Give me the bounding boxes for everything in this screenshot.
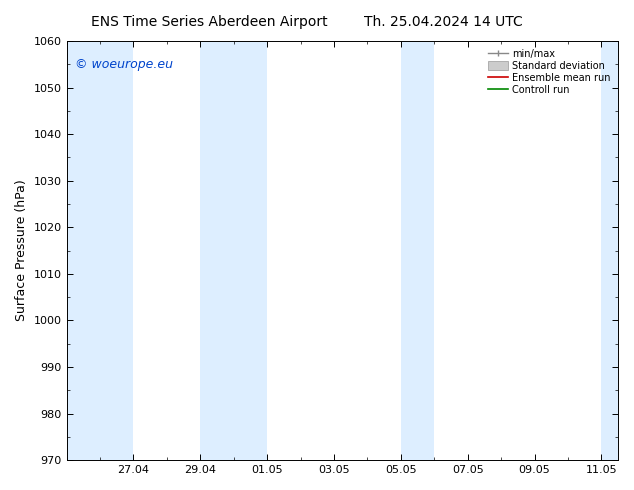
Text: Th. 25.04.2024 14 UTC: Th. 25.04.2024 14 UTC [365,15,523,29]
Y-axis label: Surface Pressure (hPa): Surface Pressure (hPa) [15,180,28,321]
Text: © woeurope.eu: © woeurope.eu [75,58,173,71]
Bar [602,41,618,460]
Bar [67,41,133,460]
Bar [401,41,434,460]
Bar [200,41,267,460]
Text: ENS Time Series Aberdeen Airport: ENS Time Series Aberdeen Airport [91,15,328,29]
Legend: min/max, Standard deviation, Ensemble mean run, Controll run: min/max, Standard deviation, Ensemble me… [486,46,613,98]
